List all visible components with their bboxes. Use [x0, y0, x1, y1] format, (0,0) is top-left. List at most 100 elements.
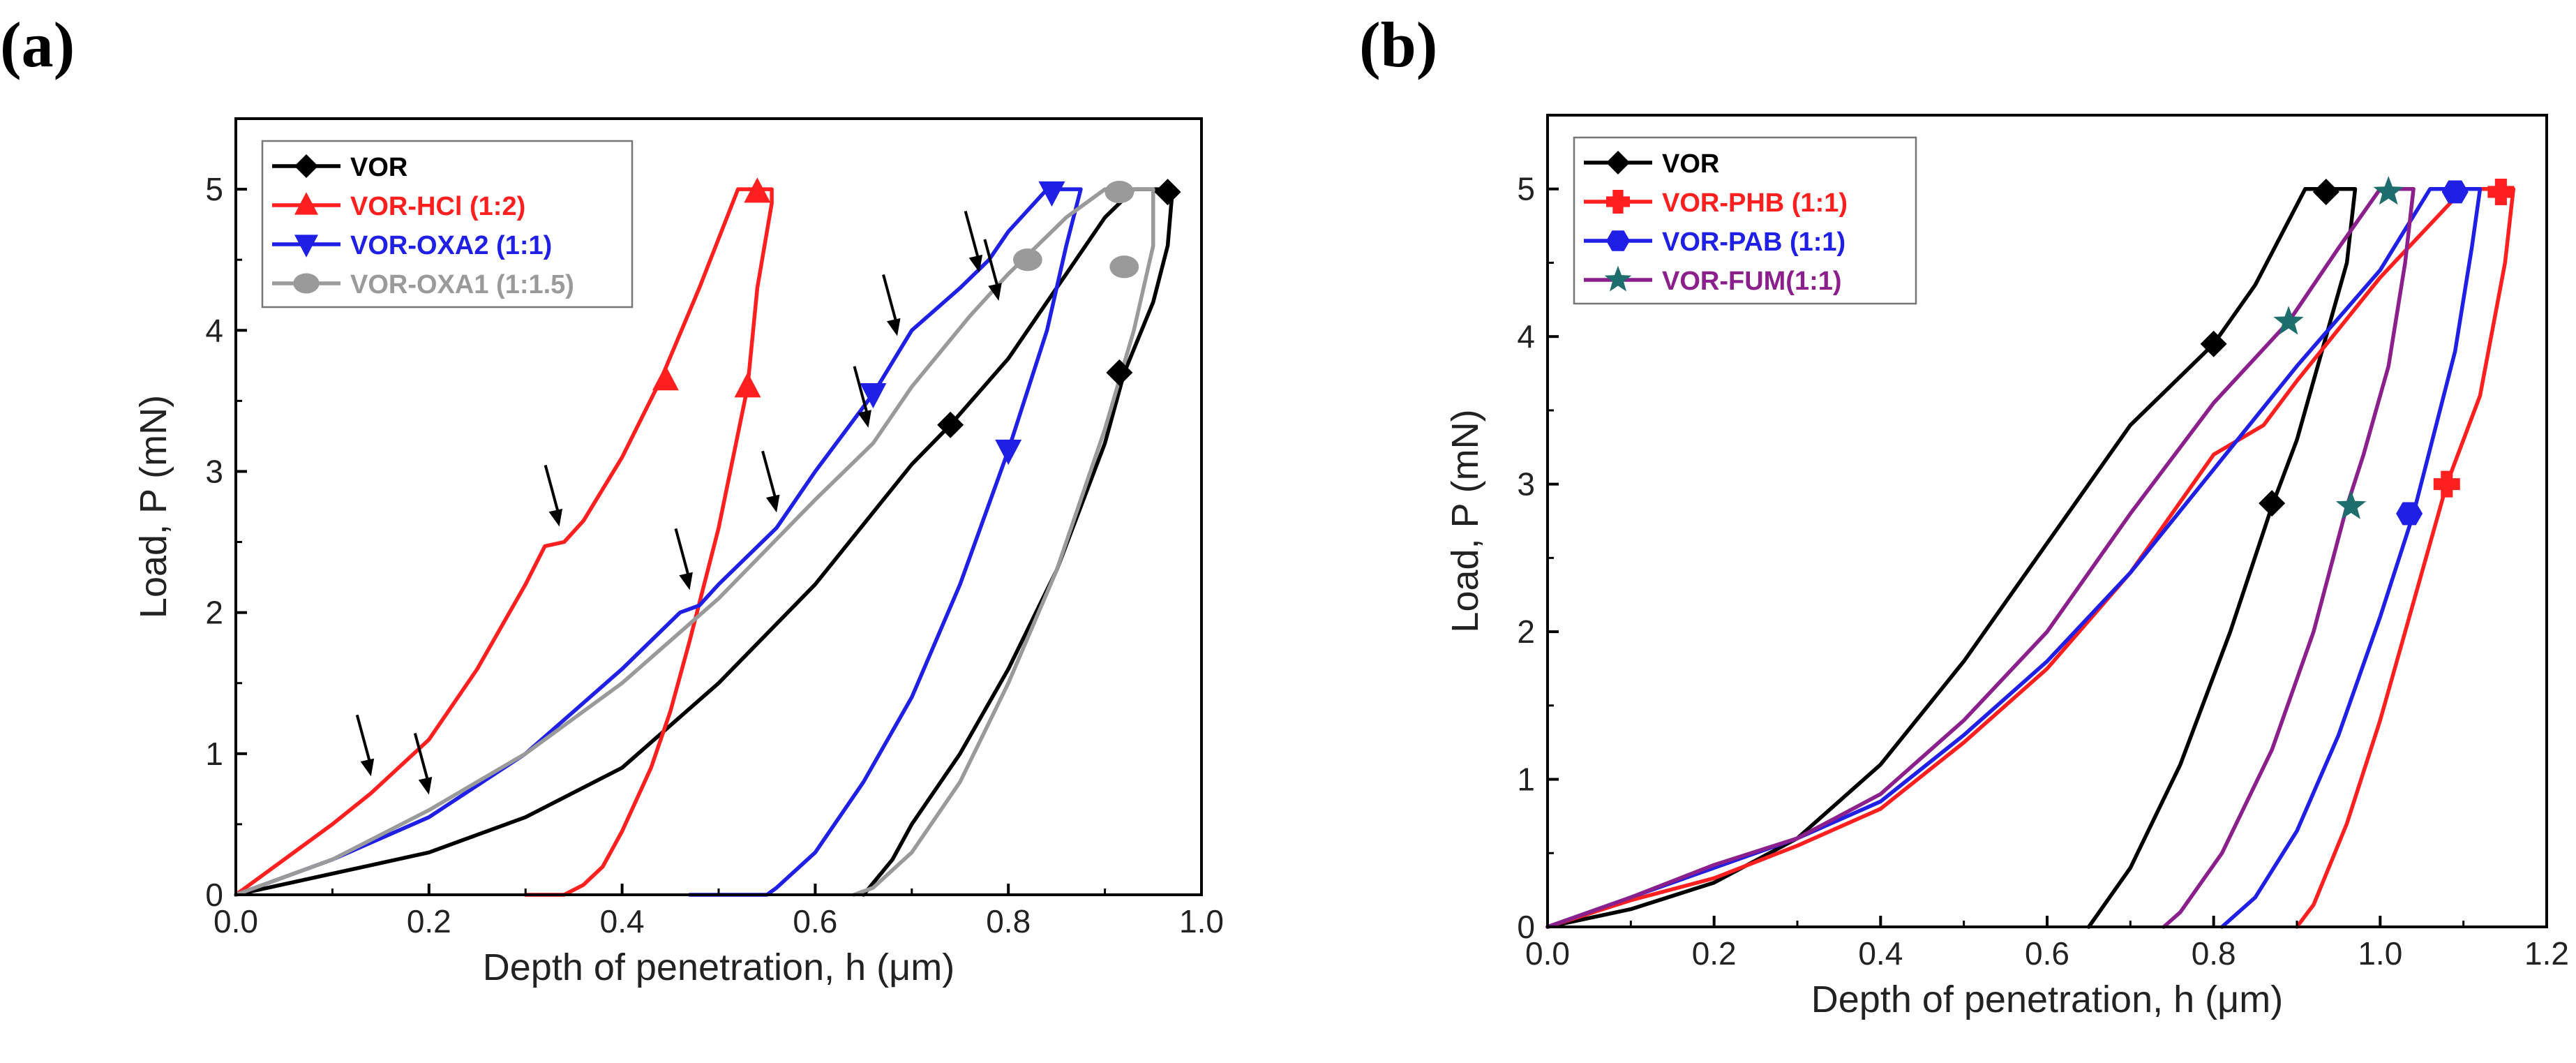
legend-marker: [294, 235, 318, 258]
x-tick-label: 0.6: [793, 903, 837, 939]
series-marker-1-2: [2441, 180, 2469, 204]
arrow-annotation: [761, 450, 780, 513]
y-tick-label: 2: [1517, 614, 1535, 650]
series-marker-1-3: [2373, 176, 2404, 205]
legend-label: VOR-OXA1 (1:1.5): [350, 270, 574, 299]
arrow-head: [765, 494, 780, 513]
series-marker-0-2: [860, 383, 887, 409]
panel-a-label: (a): [0, 9, 75, 80]
y-tick-label: 4: [205, 312, 223, 348]
arrow-annotation: [413, 733, 433, 795]
series-marker-0-1: [652, 365, 679, 391]
series-marker-0-3: [1012, 248, 1042, 272]
arrow-annotation: [853, 366, 871, 428]
arrow-annotation: [355, 714, 375, 777]
arrow-annotation: [983, 239, 1002, 301]
series-line-1-2: [1545, 186, 2483, 929]
series-marker-1-0: [2312, 178, 2339, 205]
y-tick-label: 0: [205, 877, 223, 913]
arrow-head: [968, 254, 983, 273]
arrow-shaft: [413, 733, 430, 786]
y-axis-label: Load, P (mN): [133, 395, 174, 618]
panel-b-label: (b): [1359, 9, 1437, 80]
x-axis-label: Depth of penetration, h (μm): [483, 946, 954, 988]
series-marker-0-1: [744, 177, 771, 203]
chart-b: 0.0 0.2 0.4 0.6 0.8 1.0 1.2 0 1 2 3 4 5 Depth of pene…: [1444, 114, 2569, 1020]
arrow-annotation: [882, 274, 901, 336]
series-marker-1-2: [2396, 502, 2423, 526]
series-line-1-3: [1545, 186, 2416, 929]
y-tick-label: 0: [1517, 909, 1535, 945]
legend-label: VOR: [1662, 149, 1719, 179]
y-tick-label: 5: [205, 171, 223, 207]
arrow-shaft: [964, 210, 981, 264]
x-tick-label: 0.8: [2192, 935, 2236, 972]
legend-marker: [1606, 190, 1630, 214]
series-marker-1-1: [2433, 470, 2460, 498]
arrow-annotation: [674, 528, 693, 590]
arrow-shaft: [544, 464, 561, 517]
series-line-0-1: [234, 187, 774, 897]
x-tick-label: 1.0: [1179, 903, 1224, 939]
x-tick-label: 1.0: [2358, 935, 2402, 972]
arrow-head: [988, 283, 1002, 301]
arrow-annotation: [544, 464, 563, 527]
arrow-shaft: [882, 274, 899, 327]
x-tick-label: 0.0: [1525, 935, 1570, 972]
arrow-shaft: [355, 714, 373, 767]
x-tick-label: 0.0: [214, 903, 258, 939]
arrow-shaft: [674, 528, 691, 581]
legend: VOR VOR-HCl (1:2) VOR-OXA2 (1:1) VOR-OXA1 (…: [261, 140, 634, 309]
arrow-head: [418, 776, 433, 795]
legend-marker: [1606, 151, 1630, 174]
x-tick-label: 1.2: [2524, 935, 2569, 972]
arrow-head: [886, 318, 901, 336]
y-tick-label: 1: [205, 736, 223, 772]
series-marker-1-0: [2200, 330, 2227, 357]
y-tick-label: 3: [205, 453, 223, 489]
series-line-1-0: [1545, 186, 2358, 929]
legend-marker: [294, 192, 318, 215]
y-tick-label: 1: [1517, 761, 1535, 798]
series-marker-0-1: [734, 372, 761, 398]
x-tick-label: 0.8: [986, 903, 1031, 939]
series-line-0-2: [234, 187, 1083, 897]
arrow-head: [858, 410, 871, 428]
x-axis-label: Depth of penetration, h (μm): [1811, 979, 2283, 1020]
x-tick-label: 0.6: [2025, 935, 2069, 972]
series-line-0-3: [234, 187, 1155, 897]
series-marker-1-3: [2273, 306, 2304, 335]
legend-label: VOR-HCl (1:2): [350, 192, 525, 221]
legend-marker: [1606, 230, 1630, 251]
legend-label: VOR-PAB (1:1): [1662, 228, 1845, 257]
series-marker-0-2: [1038, 181, 1065, 207]
legend-marker: [293, 273, 320, 294]
series-marker-1-0: [2259, 490, 2286, 517]
legend-box: [1573, 136, 1917, 305]
arrow-shaft: [853, 366, 870, 419]
arrow-head: [548, 508, 563, 527]
arrow-shaft: [983, 239, 1001, 292]
y-axis-label: Load, P (mN): [1444, 409, 1486, 632]
legend-marker: [294, 154, 318, 178]
x-tick-label: 0.4: [1858, 935, 1903, 972]
y-tick-label: 2: [205, 595, 223, 631]
legend: VOR VOR-PHB (1:1) VOR-PAB (1:1) VOR-FUM(1:1…: [1573, 136, 1917, 305]
series-marker-0-0: [937, 411, 964, 438]
x-tick-label: 0.4: [600, 903, 645, 939]
series-line-1-1: [1545, 186, 2516, 929]
arrow-head: [360, 758, 375, 777]
legend-label: VOR-PHB (1:1): [1662, 188, 1848, 218]
x-tick-label: 0.2: [1692, 935, 1737, 972]
arrow-annotation: [964, 210, 983, 273]
series-marker-0-3: [1109, 255, 1139, 278]
y-tick-label: 3: [1517, 466, 1535, 503]
legend-label: VOR-OXA2 (1:1): [350, 231, 552, 260]
legend-marker: [1604, 265, 1632, 292]
legend-box: [261, 140, 634, 309]
series-marker-0-0: [1154, 179, 1181, 206]
series-marker-0-3: [1104, 180, 1135, 204]
y-tick-label: 5: [1517, 171, 1535, 207]
x-tick-label: 0.2: [407, 903, 451, 939]
